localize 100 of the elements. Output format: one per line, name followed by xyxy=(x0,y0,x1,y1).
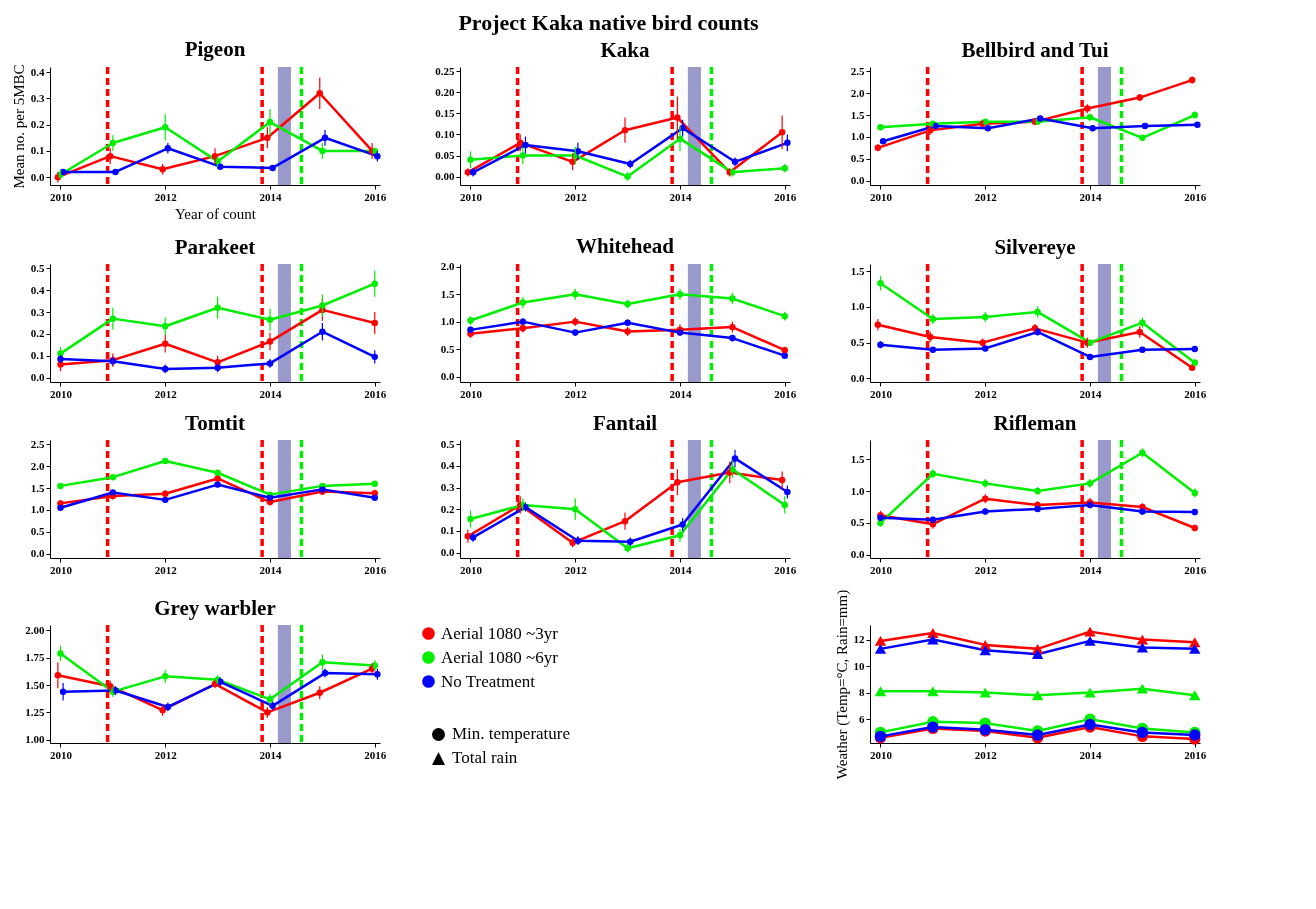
y-tick-label: 6 xyxy=(859,712,865,725)
y-tick-label: 1.0 xyxy=(850,130,865,143)
y-tick-label: 0.20 xyxy=(435,85,455,98)
x-tick-label: 2010 xyxy=(869,190,893,203)
y-tick-label: 12 xyxy=(853,633,865,646)
y-tick-label: 0.0 xyxy=(850,174,865,187)
y-axis-title: Mean no. per 5MBC xyxy=(10,64,27,189)
text: Project Kaka native bird counts xyxy=(458,9,760,35)
y-tick-label: 0.4 xyxy=(30,65,45,78)
x-tick-label: 2016 xyxy=(1184,190,1207,203)
x-axis-title: Year of count xyxy=(175,205,257,222)
x-tick-label: 2014 xyxy=(669,563,692,576)
x-tick-label: 2010 xyxy=(459,387,483,400)
y-tick-label: 0.5 xyxy=(440,437,455,450)
x-tick-label: 2016 xyxy=(774,387,797,400)
y-tick-label: 1.5 xyxy=(850,264,865,277)
x-tick-label: 2016 xyxy=(1184,387,1207,400)
text: Min. temperature xyxy=(452,724,571,744)
x-tick-label: 2016 xyxy=(774,563,797,576)
y-tick-label: 0.0 xyxy=(30,547,45,560)
y-tick-label: 0.5 xyxy=(850,152,865,165)
x-tick-label: 2014 xyxy=(1079,387,1102,400)
y-tick-label: 1.50 xyxy=(25,678,45,691)
x-tick-label: 2014 xyxy=(669,387,692,400)
y-tick-label: 1.0 xyxy=(850,484,865,497)
x-tick-label: 2012 xyxy=(564,190,588,203)
x-tick-label: 2012 xyxy=(974,190,998,203)
legend-label: No Treatment xyxy=(441,671,536,691)
y-tick-label: 0.0 xyxy=(30,371,45,384)
x-tick-label: 2012 xyxy=(974,748,998,761)
x-tick-label: 2010 xyxy=(49,748,73,761)
x-tick-label: 2012 xyxy=(974,387,998,400)
y-tick-label: 1.5 xyxy=(30,481,45,494)
y-tick-label: 1.0 xyxy=(440,315,455,328)
y-tick-label: 2.0 xyxy=(850,86,865,99)
y-tick-label: 2.0 xyxy=(440,260,455,273)
x-tick-label: 2010 xyxy=(869,748,893,761)
y-tick-label: 1.5 xyxy=(440,287,455,300)
y-tick-label: 0.1 xyxy=(30,144,45,157)
y-tick-label: 0.5 xyxy=(30,525,45,538)
y-tick-label: 2.5 xyxy=(30,437,45,450)
chart-title: Silvereye xyxy=(994,235,1076,260)
y-tick-label: 0.0 xyxy=(440,370,455,383)
x-tick-label: 2014 xyxy=(1079,748,1102,761)
y-tick-label: 2.00 xyxy=(25,623,45,636)
y-tick-label: 0.2 xyxy=(30,118,45,131)
y-tick-label: 10 xyxy=(853,659,865,672)
y-tick-label: 0.2 xyxy=(440,502,455,515)
x-tick-label: 2010 xyxy=(49,190,73,203)
legend-label: Aerial 1080 ~3yr xyxy=(441,623,559,643)
x-tick-label: 2016 xyxy=(364,387,387,400)
y-tick-label: 0.10 xyxy=(435,127,455,140)
chart-title: Fantail xyxy=(592,411,658,436)
chart-title: Parakeet xyxy=(174,235,256,260)
chart-title: Bellbird and Tui xyxy=(961,38,1109,63)
x-tick-label: 2010 xyxy=(869,387,893,400)
chart-title: Whitehead xyxy=(575,233,675,258)
x-tick-label: 2016 xyxy=(364,190,387,203)
y-tick-label: 0.5 xyxy=(850,516,865,529)
x-tick-label: 2014 xyxy=(1079,563,1102,576)
x-tick-label: 2014 xyxy=(259,387,282,400)
x-tick-label: 2014 xyxy=(259,563,282,576)
y-tick-label: 0.0 xyxy=(850,371,865,384)
x-tick-label: 2010 xyxy=(459,190,483,203)
chart-title: Pigeon xyxy=(184,36,246,61)
y-tick-label: 0.3 xyxy=(440,481,455,494)
y-tick-label: 2.5 xyxy=(850,64,865,77)
y-tick-label: 0.5 xyxy=(30,261,45,274)
chart-title: Grey warbler xyxy=(154,596,276,621)
x-tick-label: 2014 xyxy=(259,748,282,761)
legend-label: Aerial 1080 ~6yr xyxy=(441,647,559,667)
x-tick-label: 2010 xyxy=(49,387,73,400)
x-tick-label: 2010 xyxy=(49,563,73,576)
y-tick-label: 0.3 xyxy=(30,305,45,318)
y-tick-label: 0.1 xyxy=(440,524,455,537)
x-tick-label: 2010 xyxy=(459,563,483,576)
x-tick-label: 2012 xyxy=(154,190,178,203)
y-tick-label: 1.5 xyxy=(850,108,865,121)
x-tick-label: 2016 xyxy=(1184,748,1207,761)
y-axis-title: Weather (Temp=°C, Rain=mm) xyxy=(833,589,851,780)
y-tick-label: 0.3 xyxy=(30,91,45,104)
y-tick-label: 8 xyxy=(859,686,865,699)
y-tick-label: 0.25 xyxy=(435,64,455,77)
x-tick-label: 2014 xyxy=(259,190,282,203)
y-tick-label: 0.0 xyxy=(850,548,865,561)
y-tick-label: 0.00 xyxy=(435,170,455,183)
x-tick-label: 2012 xyxy=(154,748,178,761)
y-tick-label: 0.5 xyxy=(850,336,865,349)
y-tick-label: 0.15 xyxy=(435,106,455,119)
chart-title: Tomtit xyxy=(185,411,245,436)
x-tick-label: 2016 xyxy=(364,563,387,576)
x-tick-label: 2012 xyxy=(564,563,588,576)
chart-title: Kaka xyxy=(600,38,651,63)
x-tick-label: 2012 xyxy=(564,387,588,400)
x-tick-label: 2016 xyxy=(774,190,797,203)
chart-title: Rifleman xyxy=(993,411,1077,436)
y-tick-label: 0.0 xyxy=(440,546,455,559)
y-tick-label: 1.00 xyxy=(25,733,45,746)
y-tick-label: 1.0 xyxy=(850,300,865,313)
text: Total rain xyxy=(452,748,518,768)
